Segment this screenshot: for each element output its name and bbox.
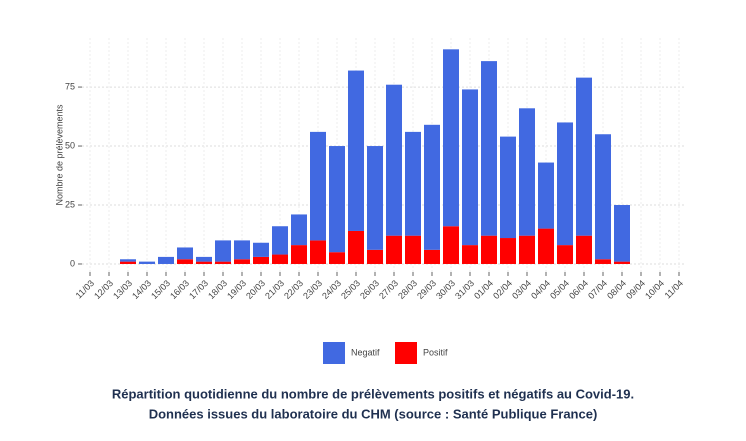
bar-segment — [367, 249, 383, 264]
bar-segment — [405, 235, 421, 264]
x-tick-label: 16/03 — [168, 278, 191, 301]
x-tick-label: 15/03 — [149, 278, 172, 301]
bar-segment — [538, 228, 554, 264]
bar-segment — [139, 261, 155, 264]
bar-segment — [348, 70, 364, 231]
x-tick-label: 22/03 — [282, 278, 305, 301]
bar-segment — [348, 230, 364, 264]
x-tick-label: 07/04 — [586, 278, 609, 301]
x-tick-label: 10/04 — [643, 278, 666, 301]
y-axis-label: Nombre de prélèvements — [54, 104, 64, 206]
bar-segment — [272, 226, 288, 255]
legend-label: Positif — [423, 347, 448, 357]
bar-segment — [329, 146, 345, 253]
bar-segment — [253, 256, 269, 264]
bar-segment — [158, 256, 174, 264]
bar-segment — [481, 61, 497, 236]
bar-segment — [595, 134, 611, 260]
bar-segment — [538, 162, 554, 229]
x-tick-label: 18/03 — [206, 278, 229, 301]
x-tick-label: 14/03 — [130, 278, 153, 301]
x-tick-label: 29/03 — [415, 278, 438, 301]
y-tick-label: 25 — [65, 199, 75, 209]
bar-segment — [614, 205, 630, 262]
y-tick-label: 0 — [70, 258, 75, 268]
x-tick-label: 13/03 — [111, 278, 134, 301]
bar-segment — [215, 261, 231, 264]
bar-segment — [291, 245, 307, 264]
x-tick-label: 31/03 — [453, 278, 476, 301]
x-tick-label: 30/03 — [434, 278, 457, 301]
caption: Données issues du laboratoire du CHM (so… — [149, 406, 598, 421]
bar-segment — [519, 108, 535, 236]
bar-segment — [367, 146, 383, 250]
x-tick-label: 01/04 — [472, 278, 495, 301]
bar-segment — [424, 124, 440, 250]
bar-segment — [595, 259, 611, 264]
y-tick-label: 50 — [65, 140, 75, 150]
bar-segment — [500, 136, 516, 239]
bar-segment — [576, 77, 592, 236]
bar-segment — [120, 259, 136, 262]
bar-segment — [405, 131, 421, 236]
caption: Répartition quotidienne du nombre de pré… — [112, 386, 634, 401]
bar-segment — [557, 122, 573, 246]
x-tick-label: 27/03 — [377, 278, 400, 301]
legend-swatch — [395, 342, 417, 364]
x-tick-label: 02/04 — [491, 278, 514, 301]
y-tick-label: 75 — [65, 81, 75, 91]
bar-segment — [481, 235, 497, 264]
bar-segment — [443, 226, 459, 264]
bar-segment — [234, 259, 250, 264]
x-tick-label: 26/03 — [358, 278, 381, 301]
x-tick-label: 23/03 — [301, 278, 324, 301]
x-tick-label: 17/03 — [187, 278, 210, 301]
bar-segment — [329, 252, 345, 264]
x-tick-label: 11/03 — [74, 278, 97, 301]
bar-segment — [234, 240, 250, 260]
x-tick-label: 28/03 — [396, 278, 419, 301]
bar-segment — [310, 131, 326, 241]
x-tick-label: 19/03 — [225, 278, 248, 301]
bar-segment — [557, 245, 573, 264]
bar-segment — [424, 249, 440, 264]
legend-swatch — [323, 342, 345, 364]
bar-segment — [519, 235, 535, 264]
x-tick-label: 20/03 — [244, 278, 267, 301]
bar-segment — [614, 261, 630, 264]
x-tick-label: 11/04 — [663, 278, 686, 301]
bar-segment — [120, 261, 136, 264]
bar-segment — [291, 214, 307, 246]
bar-segment — [462, 245, 478, 264]
x-tick-label: 12/03 — [92, 278, 115, 301]
bar-segment — [443, 49, 459, 227]
bar-segment — [386, 235, 402, 264]
bar-segment — [196, 261, 212, 264]
x-tick-label: 06/04 — [567, 278, 590, 301]
x-tick-label: 03/04 — [510, 278, 533, 301]
x-tick-label: 25/03 — [339, 278, 362, 301]
bar-segment — [272, 254, 288, 264]
bar-segment — [386, 84, 402, 236]
bar-segment — [215, 240, 231, 262]
bar-segment — [500, 238, 516, 264]
bar-segment — [310, 240, 326, 264]
x-tick-label: 09/04 — [624, 278, 647, 301]
legend-label: Negatif — [351, 347, 380, 357]
x-tick-label: 21/03 — [263, 278, 286, 301]
bar-segment — [576, 235, 592, 264]
bar-segment — [177, 247, 193, 260]
bar-segment — [462, 89, 478, 246]
bar-segment — [177, 259, 193, 264]
x-tick-label: 24/03 — [320, 278, 343, 301]
bar-segment — [196, 256, 212, 262]
x-tick-label: 05/04 — [548, 278, 571, 301]
x-tick-label: 04/04 — [529, 278, 552, 301]
bar-segment — [253, 242, 269, 257]
x-tick-label: 08/04 — [605, 278, 628, 301]
